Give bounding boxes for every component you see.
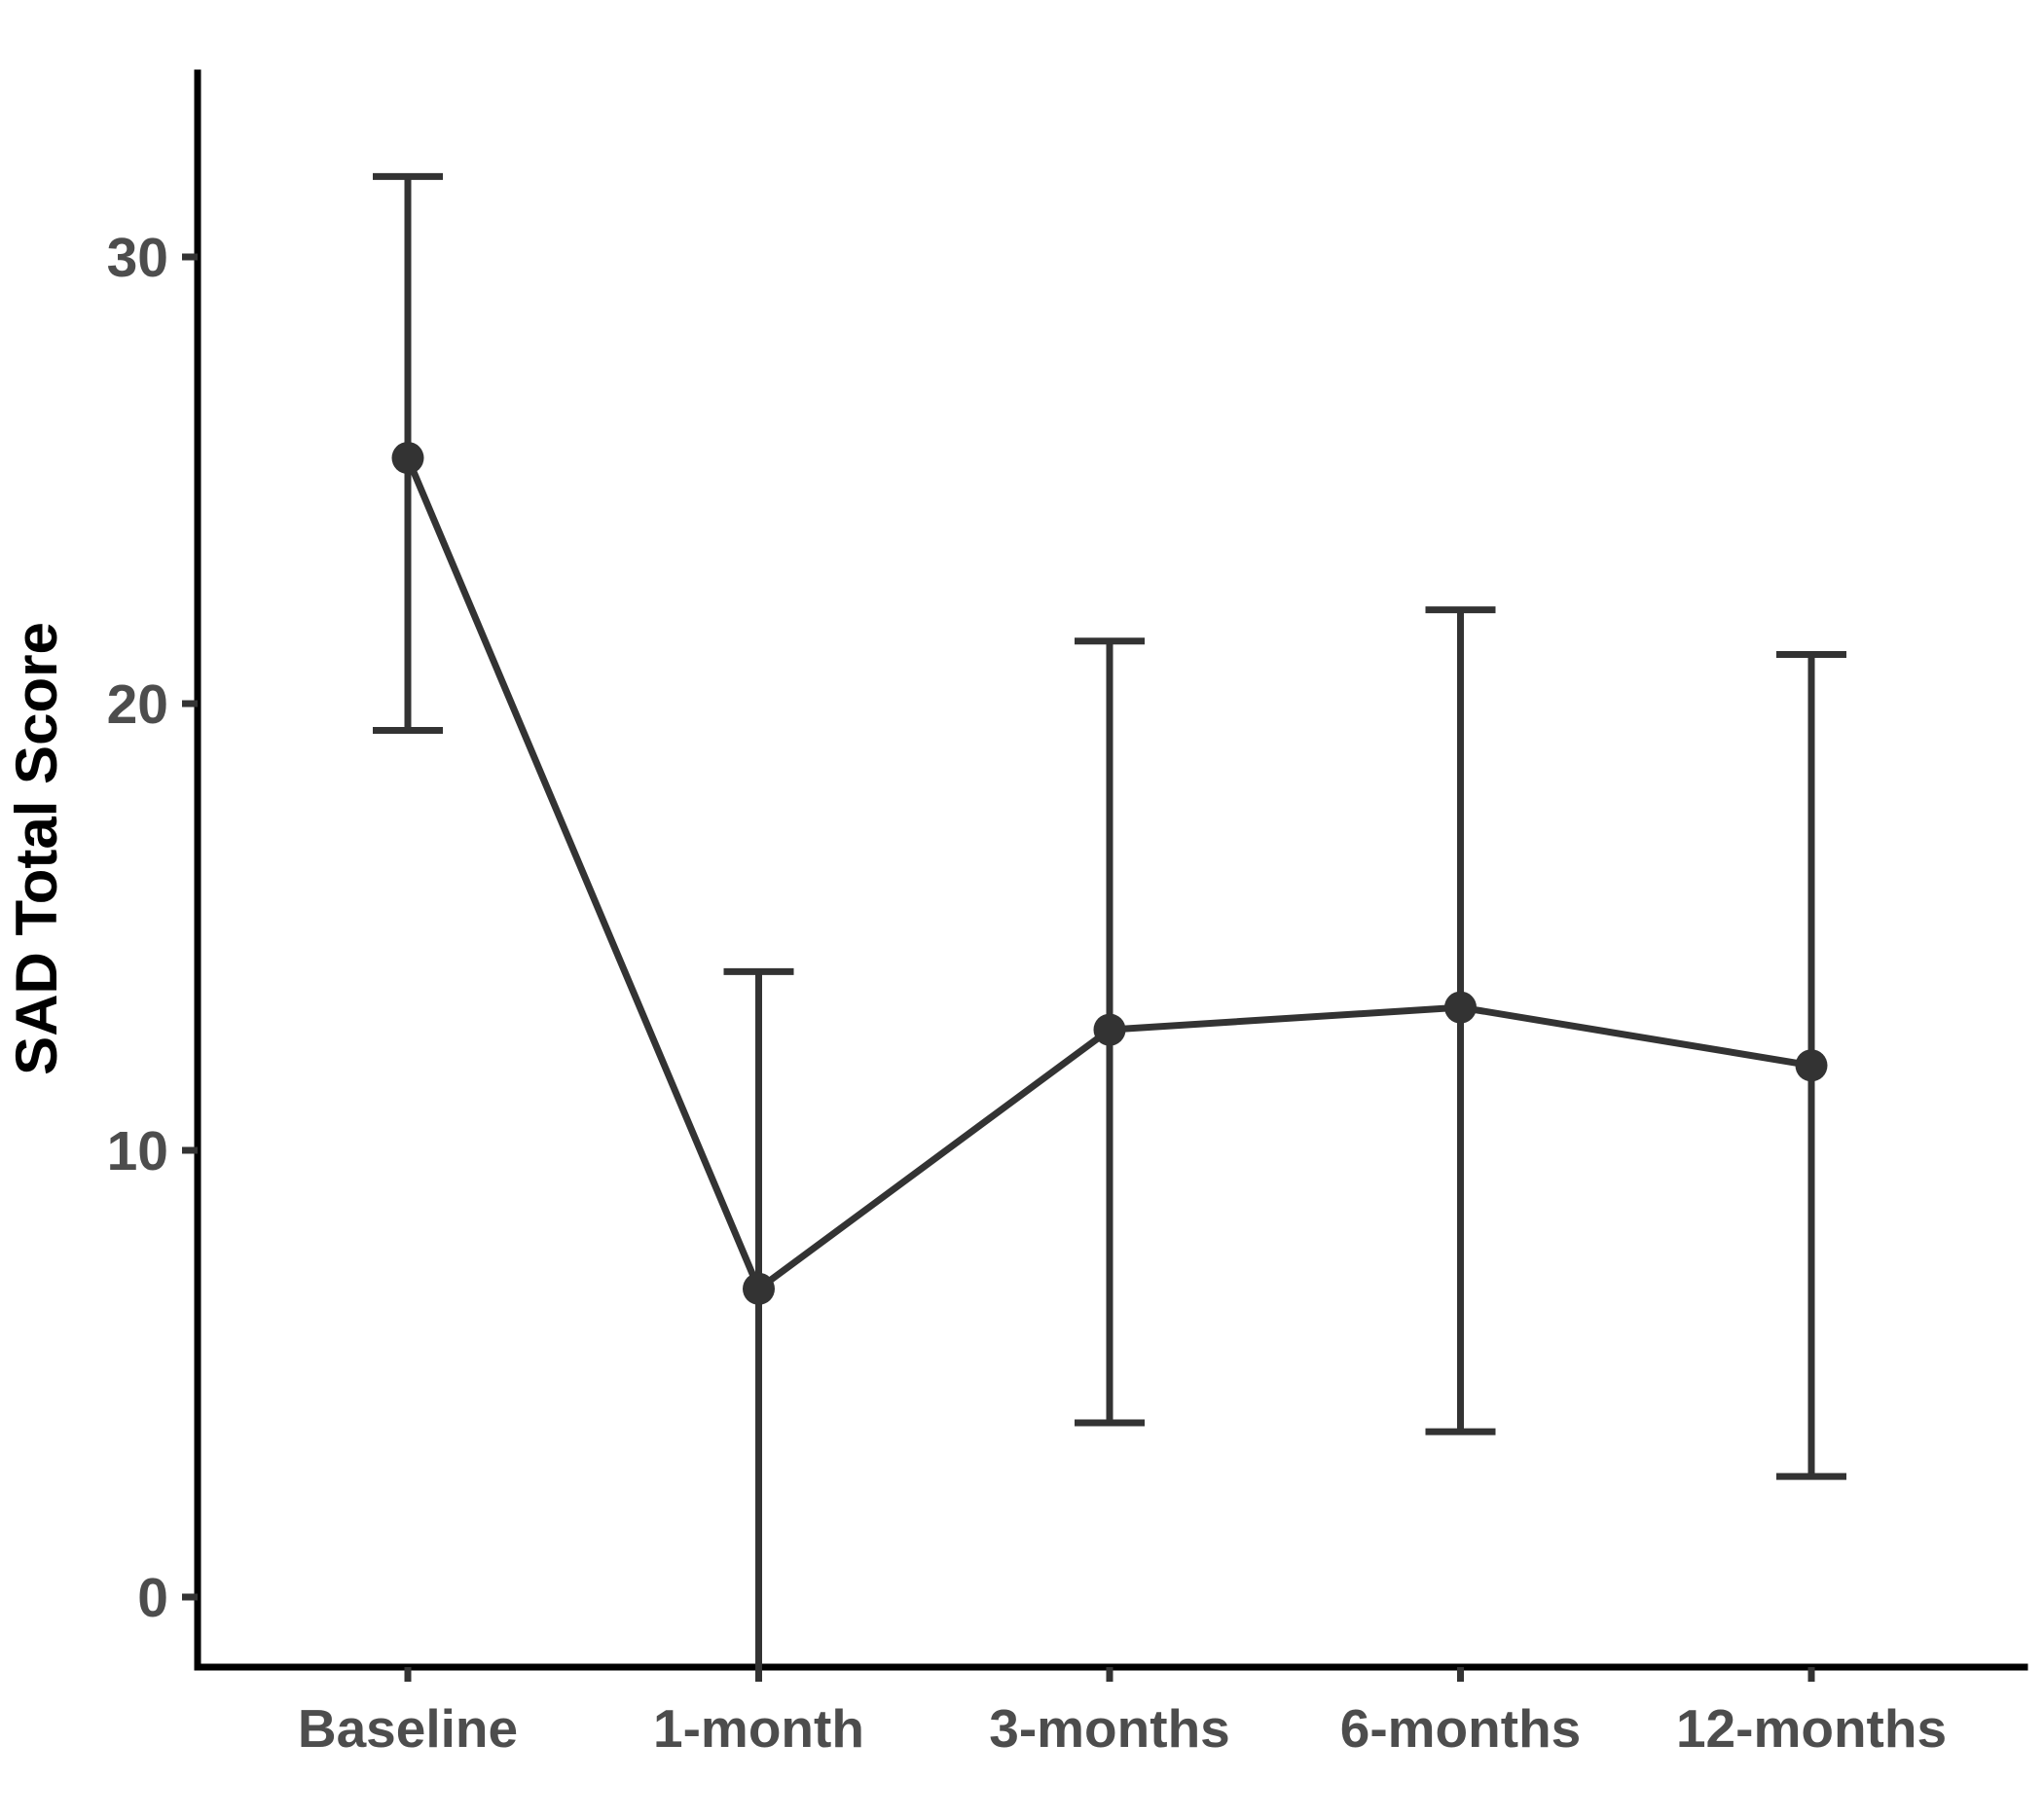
y-tick-label: 0 xyxy=(137,1567,168,1629)
data-point xyxy=(1795,1049,1828,1082)
y-tick-label: 10 xyxy=(107,1120,168,1182)
data-point xyxy=(743,1272,775,1305)
x-tick-label: Baseline xyxy=(298,1698,518,1759)
y-tick-label: 30 xyxy=(107,227,168,289)
data-point xyxy=(1444,991,1477,1024)
y-axis-title: SAD Total Score xyxy=(4,622,69,1075)
x-tick-label: 6-months xyxy=(1340,1698,1582,1759)
x-tick-label: 3-months xyxy=(989,1698,1230,1759)
axis-spine xyxy=(194,69,2028,1671)
x-tick-label: 12-months xyxy=(1676,1698,1947,1759)
x-tick-label: 1-month xyxy=(653,1698,864,1759)
data-point xyxy=(1093,1013,1126,1046)
chart-plot-area: 0 10 20 30 Baseline 1-month 3-months 6-months 12… xyxy=(107,69,2028,1759)
y-tick-label: 20 xyxy=(107,673,168,736)
data-point xyxy=(391,442,424,475)
